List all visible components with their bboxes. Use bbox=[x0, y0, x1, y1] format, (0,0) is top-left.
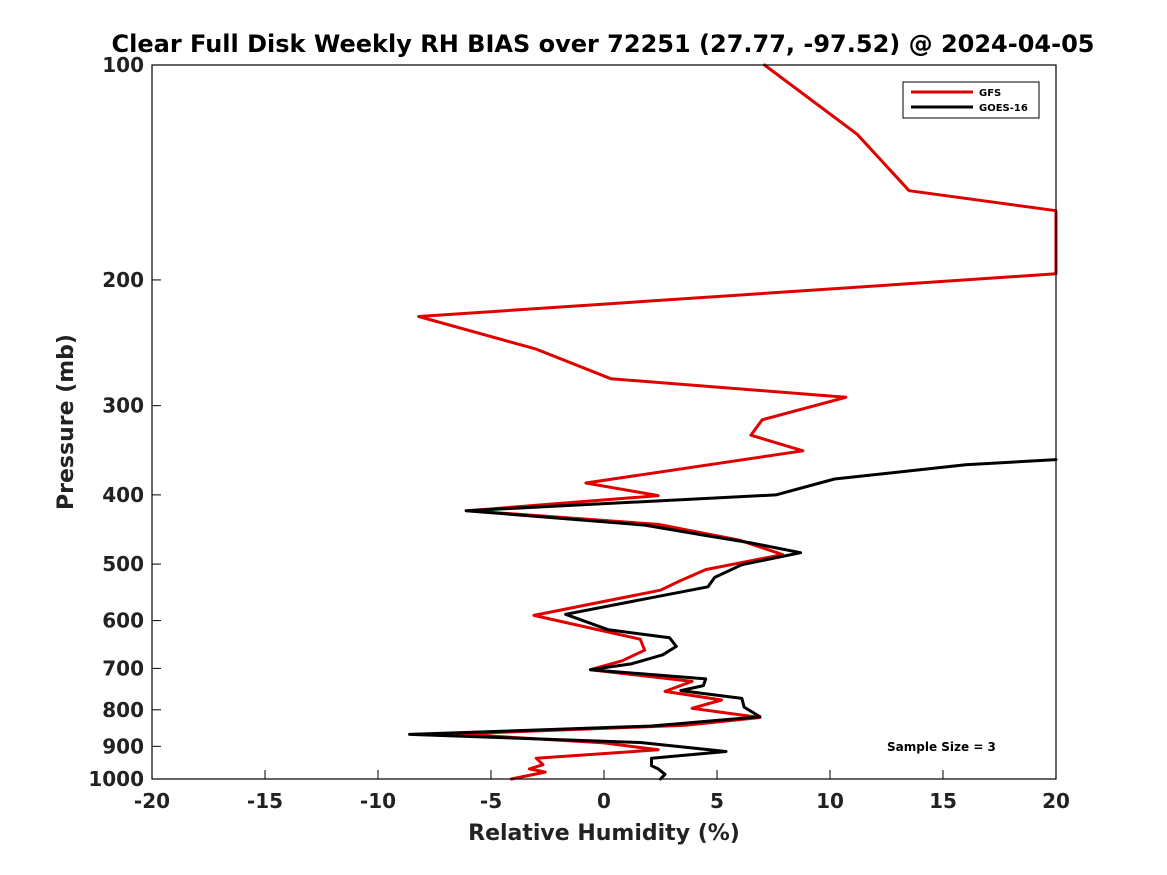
legend-label-goes16: GOES-16 bbox=[979, 103, 1028, 114]
y-tick-label: 1000 bbox=[88, 767, 144, 791]
legend-box bbox=[902, 81, 1040, 119]
x-tick-label: 5 bbox=[710, 789, 724, 813]
y-tick-label: 300 bbox=[102, 394, 144, 418]
series-line-goes16 bbox=[408, 458, 1058, 781]
y-tick-label: 600 bbox=[102, 609, 144, 633]
x-tick-label: -15 bbox=[247, 789, 283, 813]
x-tick-label: 10 bbox=[816, 789, 844, 813]
x-tick-label: -5 bbox=[480, 789, 502, 813]
y-tick-label: 100 bbox=[102, 53, 144, 77]
y-axis-label: Pressure (mb) bbox=[54, 334, 79, 510]
x-tick-label: 15 bbox=[929, 789, 957, 813]
legend: GFS GOES-16 bbox=[902, 81, 1040, 119]
chart-title: Clear Full Disk Weekly RH BIAS over 7225… bbox=[112, 30, 1095, 58]
x-tick-label: 0 bbox=[597, 789, 611, 813]
y-tick-label: 500 bbox=[102, 552, 144, 576]
y-tick-label: 900 bbox=[102, 734, 144, 758]
x-tick-label: -10 bbox=[360, 789, 396, 813]
series-layer bbox=[408, 63, 1058, 781]
series-line-gfs bbox=[417, 63, 1058, 781]
y-axis: 100 200 300 400 500 600 700 800 900 1000 bbox=[88, 53, 161, 791]
x-axis: -20 -15 -10 -5 0 5 10 15 20 bbox=[134, 770, 1070, 813]
y-tick-label: 200 bbox=[102, 268, 144, 292]
legend-label-gfs: GFS bbox=[979, 88, 1001, 99]
y-tick-label: 700 bbox=[102, 656, 144, 680]
y-tick-label: 400 bbox=[102, 483, 144, 507]
plot-area bbox=[151, 63, 1058, 781]
y-tick-label: 800 bbox=[102, 698, 144, 722]
x-tick-label: 20 bbox=[1042, 789, 1070, 813]
x-tick-label: -20 bbox=[134, 789, 170, 813]
x-axis-label: Relative Humidity (%) bbox=[468, 821, 740, 846]
sample-size-annotation: Sample Size = 3 bbox=[887, 740, 996, 754]
